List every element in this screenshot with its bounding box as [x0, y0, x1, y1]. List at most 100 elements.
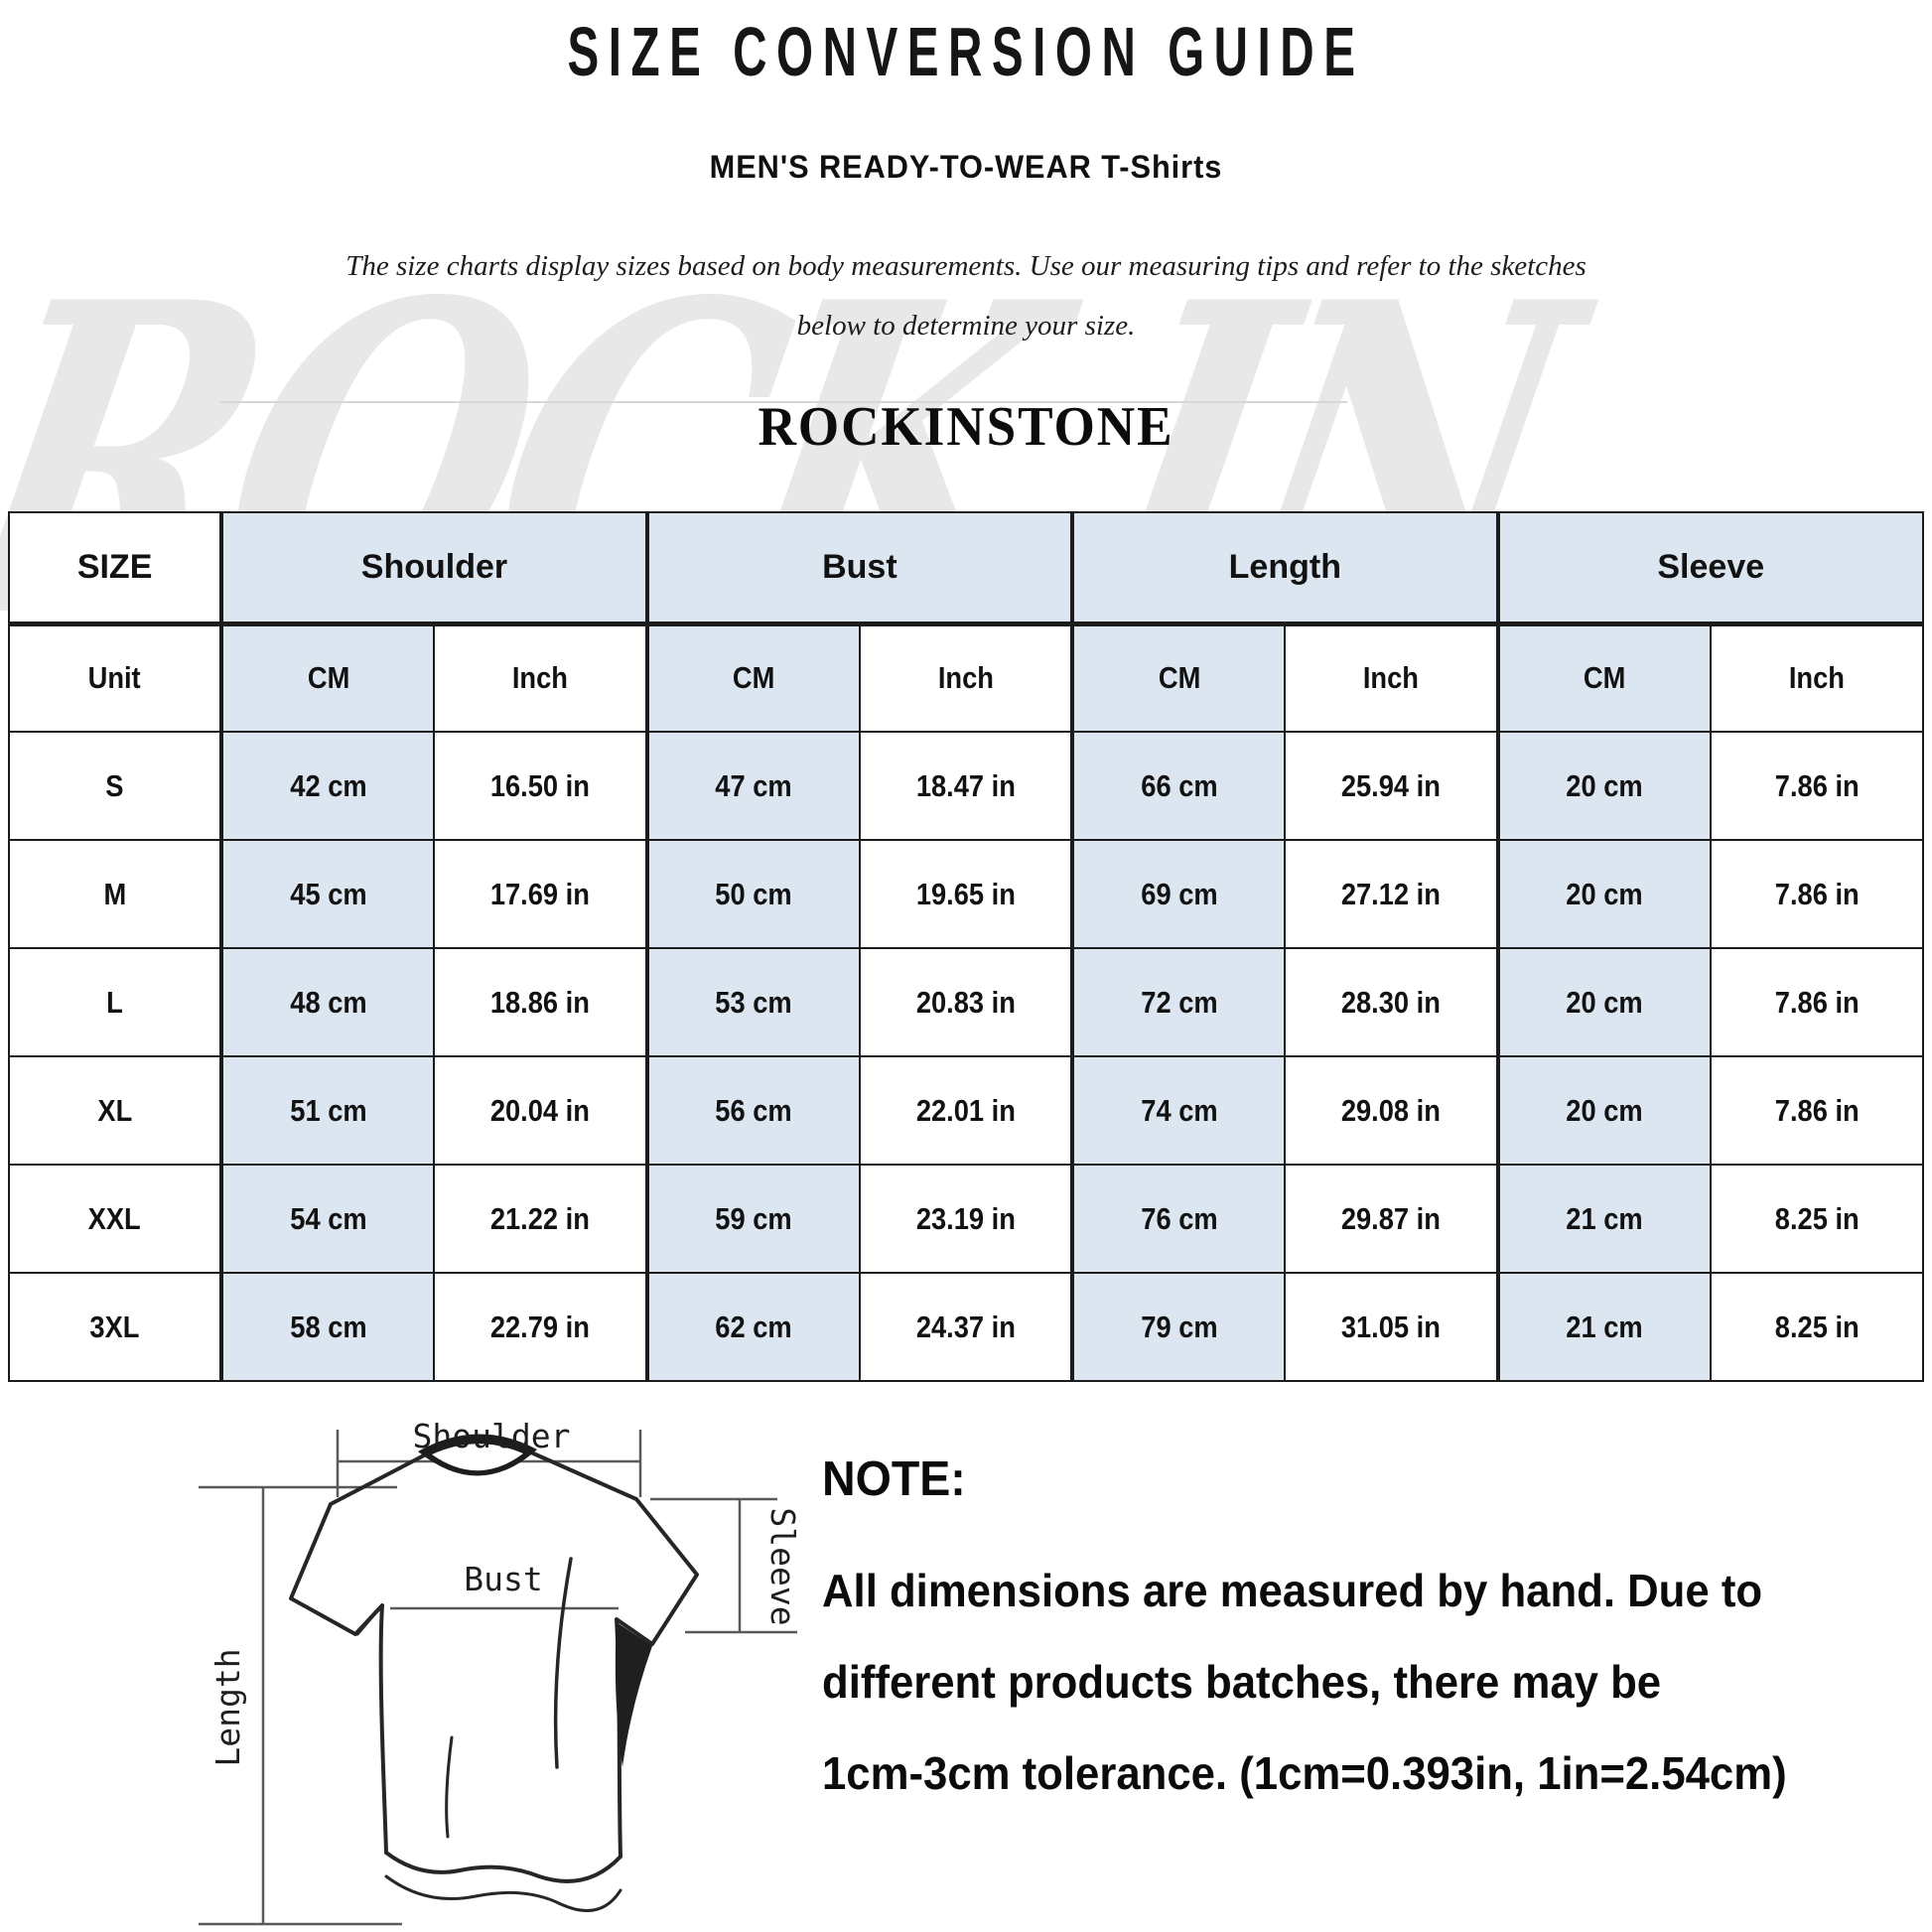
table-cell: 19.65 in: [858, 839, 1074, 949]
cell-value: 28.30 in: [1340, 984, 1441, 1020]
sleeve-shadow: [615, 1622, 652, 1767]
cell-value: 42 cm: [290, 767, 367, 803]
cell-value: 79 cm: [1141, 1309, 1218, 1344]
table-cell: 76 cm: [1070, 1164, 1287, 1274]
table-cell: 59 cm: [644, 1164, 861, 1274]
table-cell: 7.86 in: [1709, 947, 1925, 1057]
cell-value: 62 cm: [715, 1309, 792, 1344]
tshirt-collar: [418, 1434, 537, 1476]
measurement-lines: [199, 1430, 797, 1926]
size-value: XXL: [88, 1200, 142, 1236]
table-cell: 66 cm: [1070, 731, 1287, 841]
table-cell: 20 cm: [1495, 731, 1712, 841]
unit-cell: CM: [219, 622, 436, 733]
table-cell: 50 cm: [644, 839, 861, 949]
size-cell: M: [7, 839, 223, 949]
size-value: XL: [97, 1092, 133, 1128]
cell-value: 20 cm: [1566, 767, 1643, 803]
description-line-2: below to determine your size.: [796, 310, 1136, 342]
table-cell: 17.69 in: [433, 839, 648, 949]
unit-label-cell: Unit: [7, 622, 223, 733]
table-row-m: M 45 cm 17.69 in 50 cm 19.65 in 69 cm 27…: [7, 839, 1925, 949]
table-row-s: S 42 cm 16.50 in 47 cm 18.47 in 66 cm 25…: [7, 731, 1925, 841]
divider-line: [220, 401, 1347, 403]
sketch-label-shoulder: Shoulder: [413, 1417, 571, 1455]
cell-value: 53 cm: [715, 984, 792, 1020]
table-row-3xl: 3XL 58 cm 22.79 in 62 cm 24.37 in 79 cm …: [7, 1272, 1925, 1382]
unit-cell: Inch: [1284, 622, 1499, 733]
unit-cell: CM: [1070, 622, 1287, 733]
cell-value: 8.25 in: [1774, 1309, 1860, 1344]
cell-value: 20.83 in: [915, 984, 1016, 1020]
cell-value: 50 cm: [715, 876, 792, 911]
description-line-1: The size charts display sizes based on b…: [345, 250, 1587, 282]
cell-value: 18.47 in: [915, 767, 1016, 803]
unit-cell: Inch: [858, 622, 1074, 733]
table-cell: 31.05 in: [1284, 1272, 1499, 1382]
size-cell: L: [7, 947, 223, 1057]
cell-value: 45 cm: [290, 876, 367, 911]
cell-value: 47 cm: [715, 767, 792, 803]
table-cell: 22.79 in: [433, 1272, 648, 1382]
table-cell: 56 cm: [644, 1055, 861, 1166]
sketch-label-sleeve: Sleeve: [763, 1507, 802, 1625]
size-cell: XL: [7, 1055, 223, 1166]
cell-value: 69 cm: [1141, 876, 1218, 911]
cell-value: 7.86 in: [1774, 984, 1860, 1020]
table-row-l: L 48 cm 18.86 in 53 cm 20.83 in 72 cm 28…: [7, 947, 1925, 1057]
table-cell: 21 cm: [1495, 1164, 1712, 1274]
unit-cell: CM: [644, 622, 861, 733]
table-cell: 20.04 in: [433, 1055, 648, 1166]
unit-inch: Inch: [511, 660, 569, 696]
table-cell: 62 cm: [644, 1272, 861, 1382]
cell-value: 58 cm: [290, 1309, 367, 1344]
sketch-label-bust: Bust: [464, 1560, 542, 1598]
table-cell: 24.37 in: [858, 1272, 1074, 1382]
cell-value: 20 cm: [1566, 984, 1643, 1020]
cell-value: 72 cm: [1141, 984, 1218, 1020]
size-conversion-table: SIZE Shoulder Bust Length Sleeve Unit CM…: [7, 511, 1925, 1382]
unit-inch: Inch: [1788, 660, 1845, 696]
cell-value: 7.86 in: [1774, 767, 1860, 803]
header-shoulder: Shoulder: [219, 511, 648, 626]
cell-value: 7.86 in: [1774, 876, 1860, 911]
table-cell: 8.25 in: [1709, 1164, 1925, 1274]
page-title: SIZE CONVERSION GUIDE: [567, 13, 1365, 90]
unit-cm: CM: [1158, 660, 1200, 696]
cell-value: 20 cm: [1566, 876, 1643, 911]
cell-value: 22.01 in: [915, 1092, 1016, 1128]
cell-value: 76 cm: [1141, 1200, 1218, 1236]
note-heading: NOTE:: [822, 1452, 966, 1506]
table-cell: 58 cm: [219, 1272, 436, 1382]
cell-value: 24.37 in: [915, 1309, 1016, 1344]
size-value: S: [105, 767, 124, 803]
cell-value: 18.86 in: [489, 984, 591, 1020]
note-line-2: different products batches, there may be: [822, 1656, 1662, 1708]
cell-value: 31.05 in: [1340, 1309, 1441, 1344]
table-cell: 22.01 in: [858, 1055, 1074, 1166]
header-bust: Bust: [644, 511, 1074, 626]
table-cell: 7.86 in: [1709, 839, 1925, 949]
cell-value: 21 cm: [1566, 1200, 1643, 1236]
cell-value: 48 cm: [290, 984, 367, 1020]
unit-label: Unit: [88, 660, 142, 696]
size-cell: 3XL: [7, 1272, 223, 1382]
cell-value: 8.25 in: [1774, 1200, 1860, 1236]
unit-cell: CM: [1495, 622, 1712, 733]
table-cell: 27.12 in: [1284, 839, 1499, 949]
table-cell: 23.19 in: [858, 1164, 1074, 1274]
table-cell: 79 cm: [1070, 1272, 1287, 1382]
unit-cm: CM: [733, 660, 775, 696]
table-cell: 51 cm: [219, 1055, 436, 1166]
table-cell: 47 cm: [644, 731, 861, 841]
unit-inch: Inch: [1362, 660, 1419, 696]
table-cell: 28.30 in: [1284, 947, 1499, 1057]
header-sleeve: Sleeve: [1495, 511, 1925, 626]
table-cell: 20 cm: [1495, 1055, 1712, 1166]
size-value: L: [106, 984, 123, 1020]
cell-value: 66 cm: [1141, 767, 1218, 803]
cell-value: 22.79 in: [489, 1309, 591, 1344]
table-header-row: SIZE Shoulder Bust Length Sleeve: [7, 511, 1925, 626]
cell-value: 56 cm: [715, 1092, 792, 1128]
